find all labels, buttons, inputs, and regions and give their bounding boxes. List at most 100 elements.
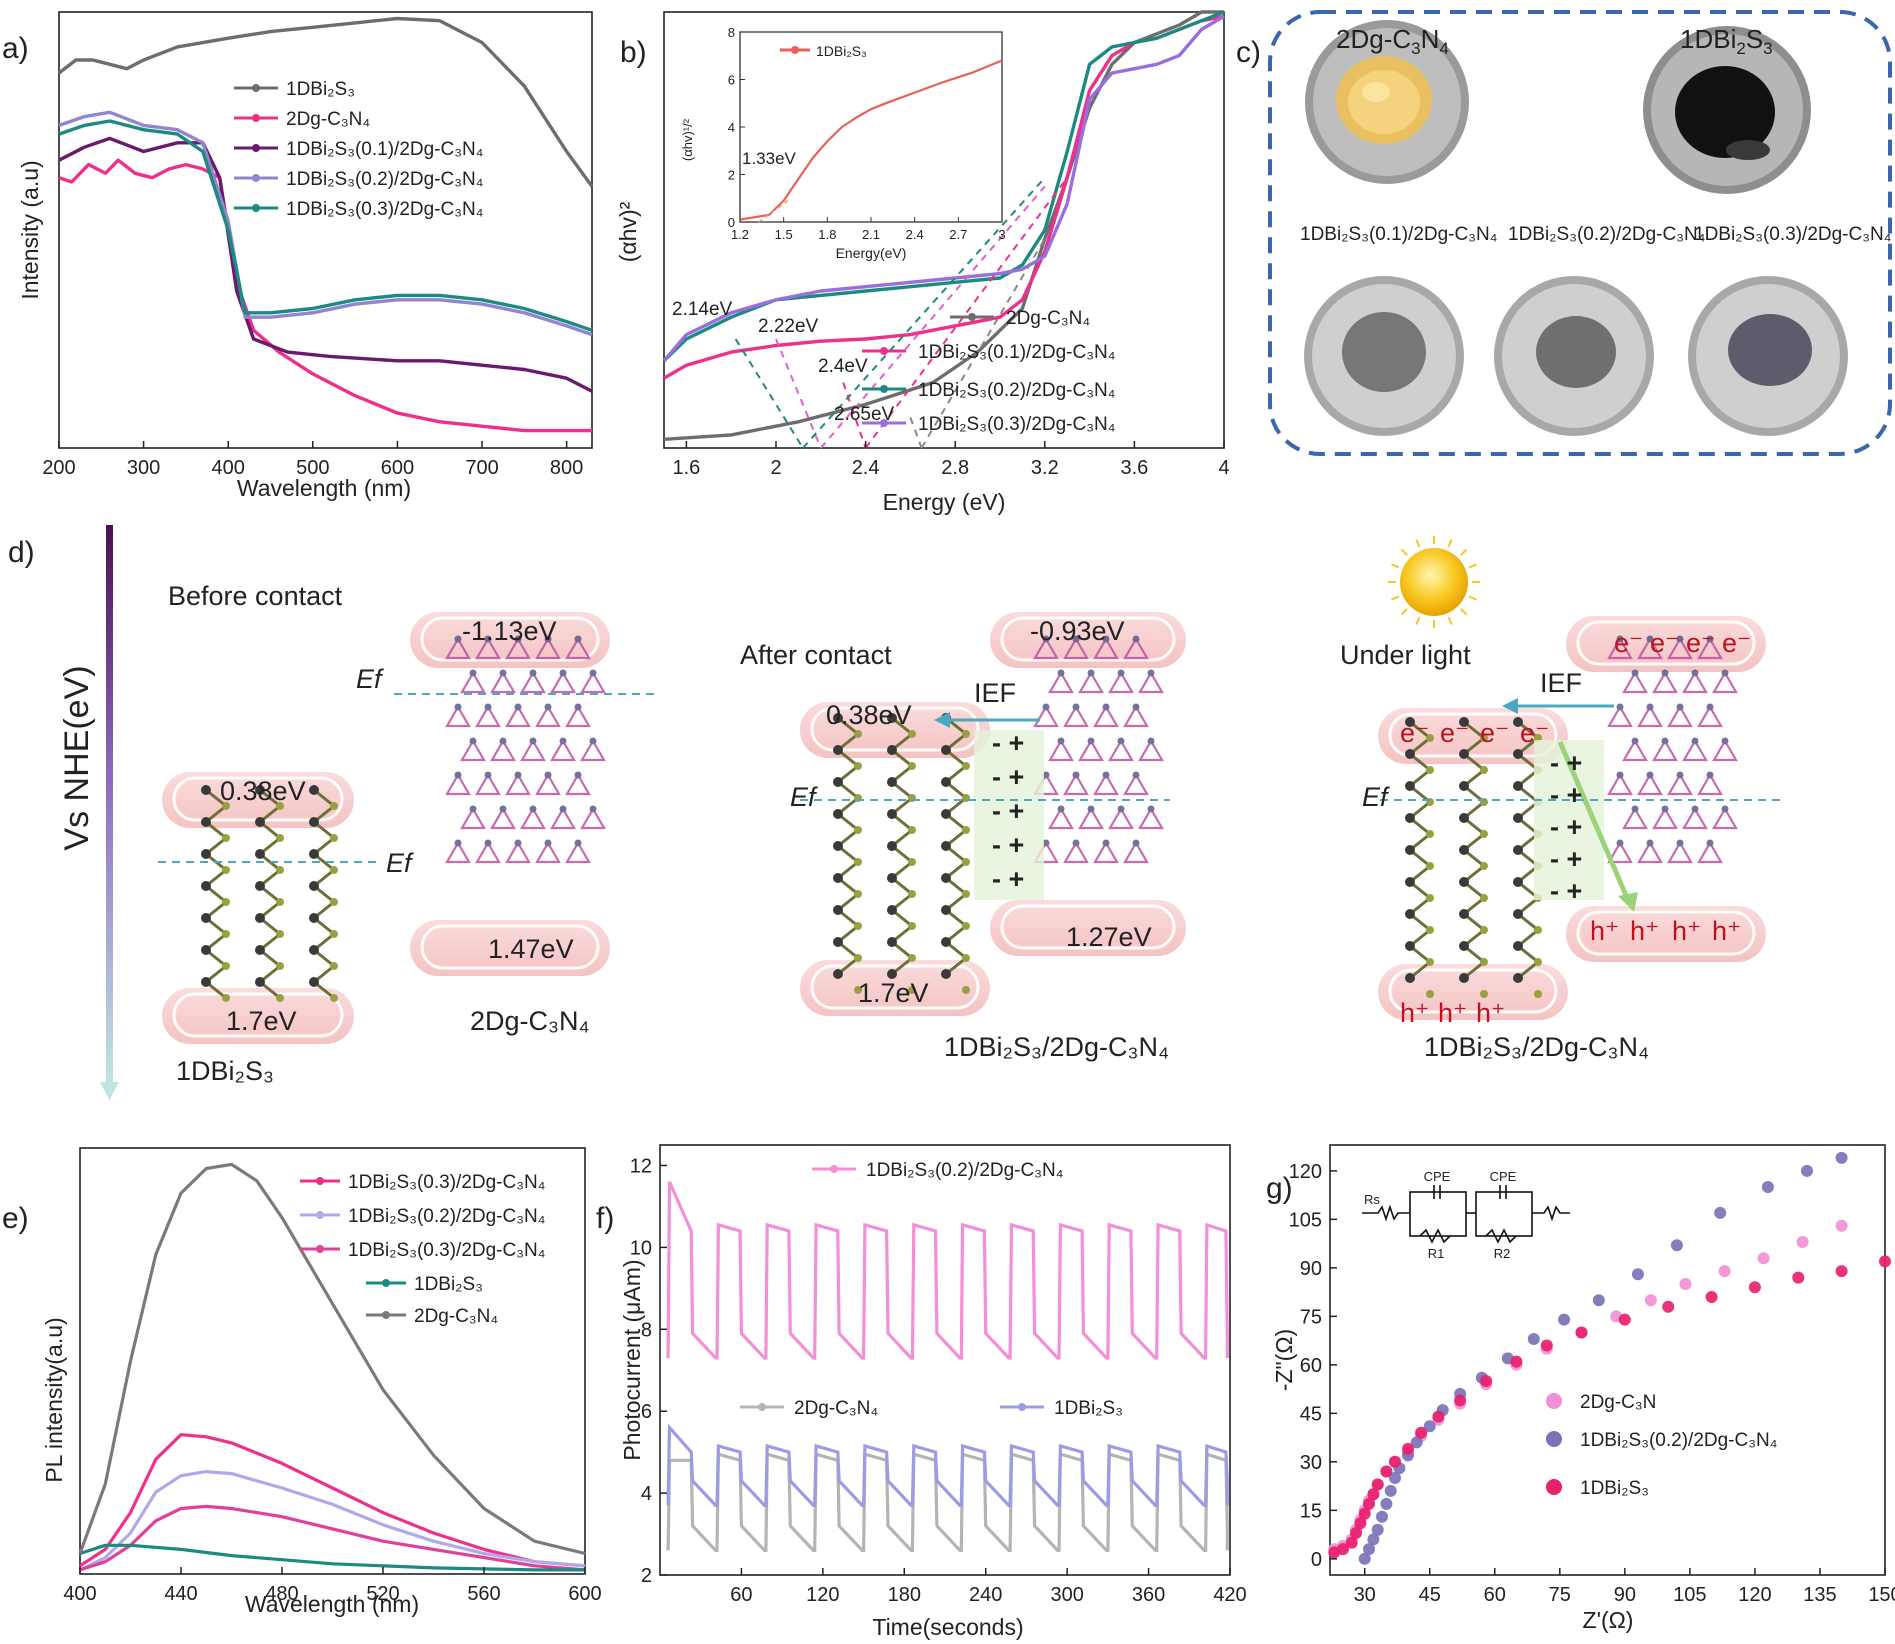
c3n4-lattice-3-ring (1637, 772, 1663, 796)
bi2s3-3-chain-atom (1513, 813, 1523, 823)
panel-g-point-1 (1835, 1151, 1848, 1164)
bi2s3-1-chain-atom (222, 930, 230, 938)
bi2s3-1-chain-atom (330, 834, 338, 842)
bi2s3-vb-band-1 (162, 988, 354, 1044)
c3n4-lattice-1-ring (475, 772, 501, 796)
panel-g-ytick-label-8: 120 (1289, 1161, 1322, 1183)
c3n4-cb-level-1: -1.13eV (462, 616, 557, 646)
bi2s3-2-chain-atom (941, 745, 951, 755)
bi2s3-3-chain-atom (1426, 990, 1434, 998)
c3n4-lattice-2-ring (1048, 806, 1074, 830)
panel-f-legend-2-marker (1018, 1403, 1026, 1411)
c3n4-lattice-3-ring (1637, 704, 1663, 728)
c3n4-lattice-1-atom (514, 839, 522, 847)
panel-g-point-2 (1358, 1507, 1371, 1520)
bi2s3-3-chain-atom (1513, 877, 1523, 887)
bi2s3-1-chain-atom (222, 994, 230, 1002)
electron-cb-c3n4-0: e⁻ (1614, 628, 1643, 658)
c3n4-lattice-3-atom (1676, 771, 1684, 779)
c3n4-lattice-1-ring (505, 772, 531, 796)
bi2s3-vb-band-1-highlight (172, 992, 344, 1038)
panel-a-plot (57, 16, 594, 433)
ief-arrowhead-3 (1502, 698, 1518, 714)
c3n4-lattice-1-atom (469, 669, 477, 677)
c3n4-lattice-3-ring (1622, 738, 1648, 762)
junction-charges-2: - + (992, 796, 1024, 826)
c3n4-lattice-1-ring (565, 840, 591, 864)
bi2s3-2-chain-atom (833, 873, 843, 883)
panel-g-plot (1328, 1151, 1891, 1565)
bi2s3-3-chain-atom (1426, 830, 1434, 838)
c3n4-lattice-1-ring (520, 670, 546, 694)
c3n4-lattice-1-ring (445, 772, 471, 796)
c3n4-lattice-2-atom (1132, 839, 1140, 847)
panel-b-annotation-2: 2.4eV (818, 356, 868, 377)
panel-f-ytick-label-5: 12 (630, 1155, 652, 1177)
panel-f-legend: 1DBi₂S₃(0.2)/2Dg-C₃N₄ 2Dg-C₃N₄ 1DBi₂S₃ (740, 1160, 1123, 1419)
panel-a-series-3 (58, 110, 593, 337)
c3n4-lattice-1-ring (445, 636, 471, 660)
bi2s3-3-chain-atom (1480, 958, 1488, 966)
ef-label-1a: Ef (386, 848, 414, 878)
bi2s3-2-chain-atom (908, 762, 916, 770)
c3n4-lattice-2-ring (1138, 738, 1164, 762)
panel-g-point-2 (1792, 1271, 1805, 1284)
panel-b-xtick-label-1: 2 (770, 457, 781, 479)
panel-b-legend-2-marker (880, 385, 888, 393)
bi2s3-2-chain-atom (962, 858, 970, 866)
c3n4-lattice-3-atom (1691, 737, 1699, 745)
bi2s3-2-chain-atom (854, 922, 862, 930)
c3n4-vb-band-2-highlight (1000, 904, 1176, 950)
c3n4-lattice-3-atom (1721, 669, 1729, 677)
sun-ray-icon (1468, 563, 1477, 569)
panel-a-xtick-label-1: 300 (127, 457, 160, 479)
bi2s3-3-chain-atom (1459, 909, 1469, 919)
c3n4-lattice-3-ring (1652, 806, 1678, 830)
c3n4-lattice-3-atom (1706, 635, 1714, 643)
c3n4-lattice-2-atom (1102, 703, 1110, 711)
bi2s3-3-chain-atom (1459, 749, 1469, 759)
bi2s3-2-chain-atom (962, 730, 970, 738)
panel-f-xtick-label-1: 120 (806, 1584, 839, 1606)
bi2s3-1-chain-atom (309, 817, 319, 827)
photo-composite-0-1 (1304, 276, 1464, 436)
c3n4-lattice-2-ring (1138, 670, 1164, 694)
c3n4-lattice-2-atom (1147, 669, 1155, 677)
c3n4-lattice-1-atom (514, 703, 522, 711)
panel-g-xtick-label-2: 60 (1484, 1584, 1506, 1606)
c3n4-label-1: 2Dg-C₃N₄ (470, 1006, 590, 1036)
panel-b-xtick-label-4: 3.2 (1031, 457, 1059, 479)
panel-g-point-1 (1371, 1523, 1384, 1536)
panel-f-xtick-label-2: 180 (888, 1584, 921, 1606)
c3n4-lattice-3-ring (1697, 636, 1723, 660)
c3n4-lattice-2-atom (1102, 771, 1110, 779)
bi2s3-2-chain-atom (854, 730, 862, 738)
c3n4-lattice-2-atom (1042, 703, 1050, 711)
c3n4-lattice-1-ring (580, 670, 606, 694)
inset-xtick-label-6: 3 (998, 227, 1005, 242)
c3n4-lattice-3-atom (1691, 669, 1699, 677)
c3n4-lattice-3-ring (1712, 806, 1738, 830)
panel-g-point-1 (1714, 1206, 1727, 1219)
c3n4-lattice-1-atom (514, 635, 522, 643)
c3n4-lattice-3-atom (1616, 771, 1624, 779)
under-light-label: Under light (1340, 640, 1471, 670)
bi2s3-2-chain-atom (833, 969, 843, 979)
c3n4-lattice-1-atom (574, 635, 582, 643)
panel-g-point-0 (1796, 1236, 1809, 1248)
c3n4-lattice-2-atom (1132, 703, 1140, 711)
panel-a-xlabel: Wavelength (nm) (237, 475, 411, 501)
c3n4-lattice-1-atom (499, 737, 507, 745)
inset-legend-marker (791, 46, 799, 54)
panel-a-series-0 (57, 16, 594, 188)
panel-b-series-0 (663, 10, 1224, 441)
c3n4-lattice-3-atom (1616, 703, 1624, 711)
c3n4-lattice-2-atom (1102, 635, 1110, 643)
panel-a-label: a) (2, 32, 29, 65)
band-diagram: Before contact 0.38eV 1.7eV Ef 1DBi₂S₃ -1.13e… (158, 536, 1780, 1086)
c3n4-lattice-3-atom (1631, 737, 1639, 745)
panel-f-ytick-label-2: 6 (641, 1401, 652, 1423)
panel-a-xtick-label-4: 600 (381, 457, 414, 479)
electron-cb-c3n4-2: e⁻ (1686, 628, 1715, 658)
c3n4-lattice-2-ring (1033, 636, 1059, 660)
